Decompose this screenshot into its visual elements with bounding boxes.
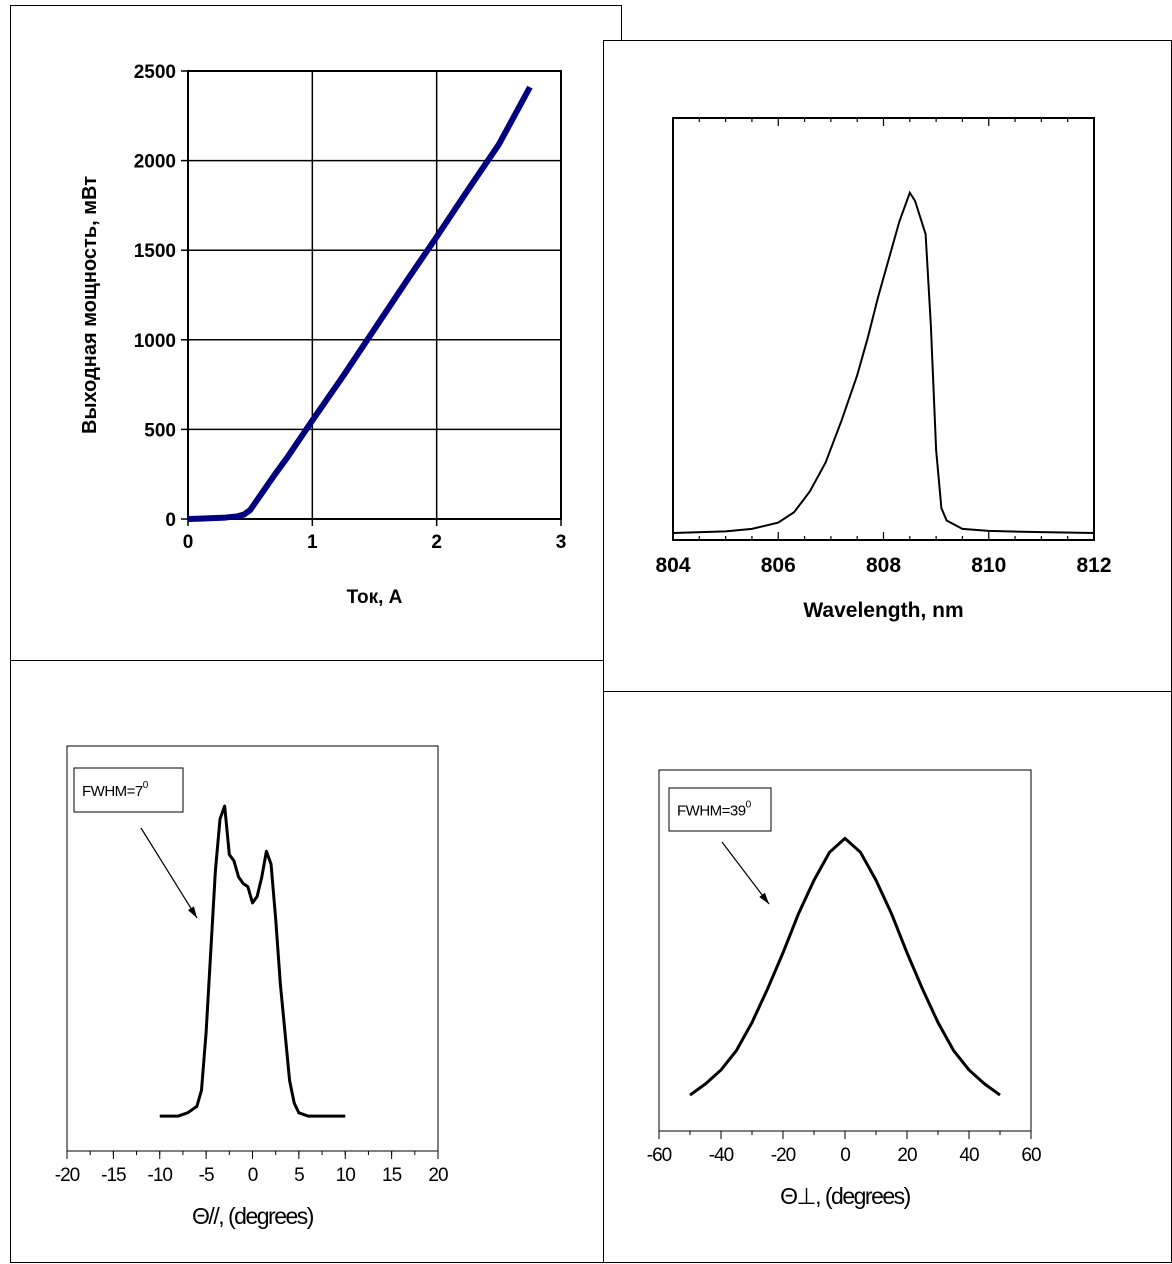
x-tick-label: 0 [840, 1145, 850, 1166]
x-tick-label: 20 [428, 1165, 448, 1186]
x-tick-label: 2 [431, 532, 442, 553]
x-tick-label: 806 [761, 554, 796, 577]
series-line [672, 190, 1095, 534]
series-line [689, 836, 1001, 1097]
annotation-text: FWHM=70 [82, 780, 149, 800]
y-tick-label: 1000 [134, 331, 176, 352]
annotation-box [668, 787, 772, 832]
chart-farfield-perpendicular: -60 -40 -20 0 20 40 60 FWHM=390 Θ⊥, (degrees) [647, 769, 1042, 1209]
x-tick-label: 0 [183, 532, 194, 553]
panel-farfield-parallel: -20 -15 -10 -5 0 5 10 15 20 FWHM=70 Θ//, (degrees) [10, 660, 604, 1263]
x-axis-label: Θ⊥, (degrees) [780, 1183, 910, 1209]
series-line [159, 804, 346, 1118]
chart-spectrum: 804 806 808 810 812 Wavelength, nm [655, 117, 1112, 622]
chart-farfield-parallel: -20 -15 -10 -5 0 5 10 15 20 FWHM=70 Θ//, (degrees) [55, 745, 449, 1229]
x-tick-label: 812 [1076, 554, 1111, 577]
x-tick-label: 5 [294, 1165, 304, 1186]
y-axis-label: Выходная мощность, мВт [79, 176, 101, 434]
x-tick-label: 20 [897, 1145, 917, 1166]
y-tick-label: 2000 [134, 152, 176, 173]
arrow-line [140, 827, 198, 919]
arrow-head [759, 892, 769, 904]
x-tick-label: -60 [647, 1145, 672, 1166]
x-tick-label: 808 [866, 554, 901, 577]
x-tick-label: 0 [248, 1165, 258, 1186]
x-tick-label: 1 [307, 532, 318, 553]
panel-spectrum: 804 806 808 810 812 Wavelength, nm [603, 40, 1172, 692]
panel-farfield-perpendicular: -60 -40 -20 0 20 40 60 FWHM=390 Θ⊥, (degrees) [603, 690, 1172, 1263]
x-tick-label: 810 [971, 554, 1006, 577]
plot-frame [672, 117, 1095, 541]
panel-power-current: 0 1 2 3 0 500 1000 1500 2000 2500 Ток, A Выходная м… [10, 5, 622, 675]
x-tick-label: 60 [1021, 1145, 1041, 1166]
x-tick-label: -15 [101, 1165, 126, 1186]
y-tick-label: 2500 [134, 62, 176, 83]
y-tick-label: 500 [144, 420, 176, 441]
x-axis-label: Wavelength, nm [803, 599, 963, 622]
x-tick-label: -5 [199, 1165, 214, 1186]
series-line [187, 85, 533, 522]
x-tick-label: 40 [959, 1145, 979, 1166]
chart-power-vs-current: 0 1 2 3 0 500 1000 1500 2000 2500 Ток, A Выходная м… [79, 62, 567, 608]
x-tick-label: 15 [382, 1165, 402, 1186]
arrow-line [721, 841, 770, 905]
annotation-text: FWHM=390 [677, 800, 752, 820]
x-tick-label: 804 [655, 554, 690, 577]
x-axis-label: Θ//, (degrees) [192, 1203, 314, 1229]
y-tick-label: 1500 [134, 241, 176, 262]
annotation-box [73, 767, 184, 813]
x-tick-label: -20 [55, 1165, 80, 1186]
x-tick-label: 3 [556, 532, 567, 553]
x-tick-label: -40 [709, 1145, 734, 1166]
x-tick-label: 10 [336, 1165, 356, 1186]
y-tick-label: 0 [165, 510, 176, 531]
arrow-head [187, 906, 197, 918]
x-axis-label: Ток, A [347, 587, 403, 608]
plot-frame [187, 70, 562, 520]
x-tick-label: -10 [148, 1165, 173, 1186]
x-tick-label: -20 [771, 1145, 796, 1166]
